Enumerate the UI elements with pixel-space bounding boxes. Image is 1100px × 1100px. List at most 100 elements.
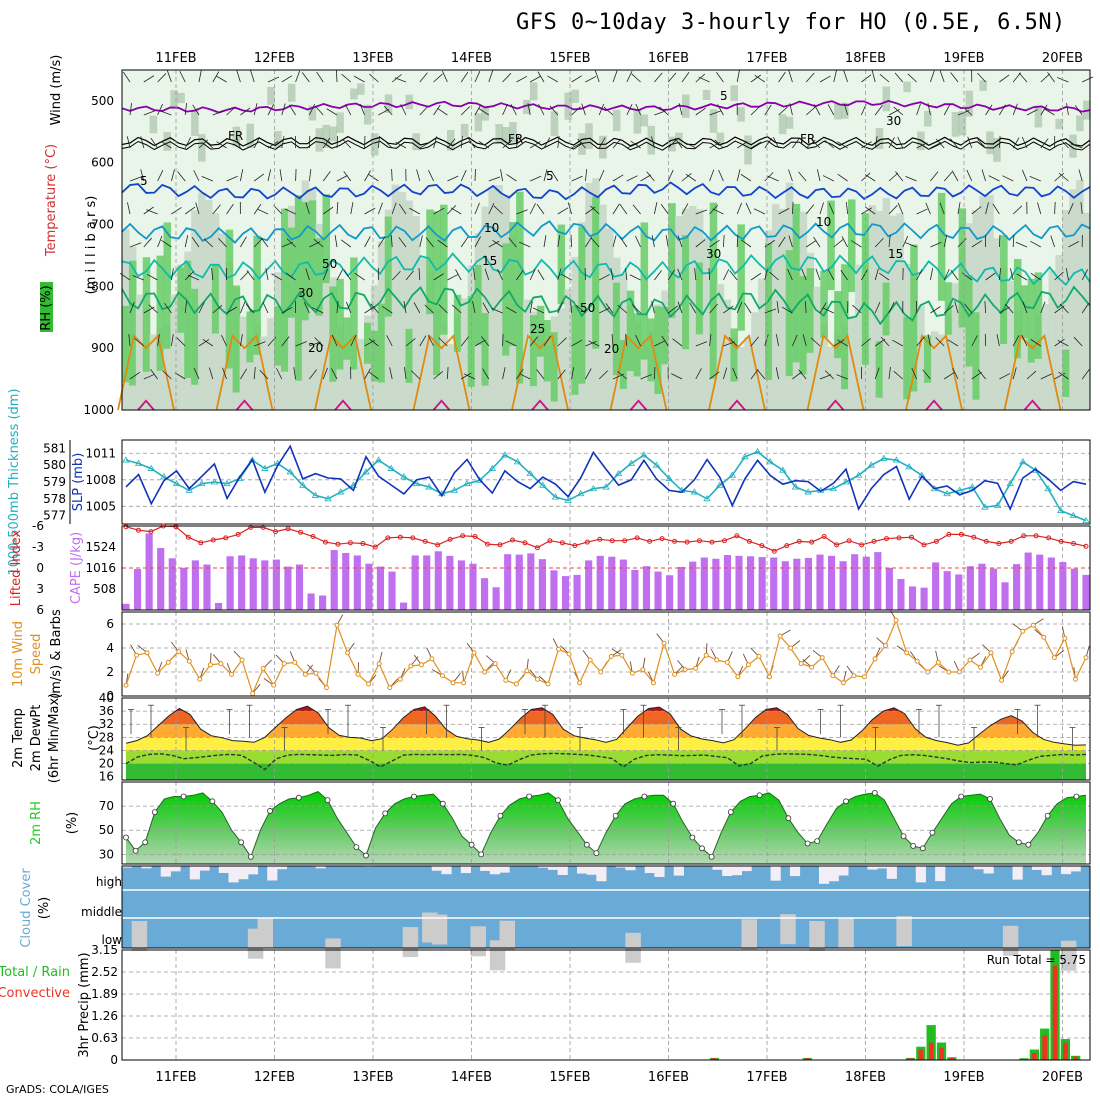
wind-barb <box>892 339 903 347</box>
cape-bar <box>1001 582 1009 610</box>
wind-barb <box>792 371 803 380</box>
wind-barb <box>988 175 1000 182</box>
lifted-index-point <box>684 539 690 545</box>
rh-shade-mid <box>986 195 994 410</box>
wind-speed-point <box>830 673 836 679</box>
high-cloud-gap <box>557 866 568 875</box>
wind-barb <box>516 136 519 149</box>
lifted-index-point <box>123 524 129 530</box>
rh-shade-green <box>619 340 628 389</box>
rh-shade-dark <box>370 133 379 156</box>
precip-conv-bar <box>928 1042 934 1060</box>
wind-barb <box>1068 202 1074 215</box>
wind-barb <box>478 108 490 116</box>
rh-shade-green <box>516 191 524 384</box>
wind-speed-point <box>756 653 762 659</box>
wind-barb <box>240 271 249 281</box>
lifted-index-point <box>933 538 939 544</box>
wind-barb <box>981 169 986 182</box>
high-cloud-gap <box>189 866 200 880</box>
wind-barb <box>340 239 352 248</box>
cape-bar <box>666 575 674 610</box>
wind-barb <box>474 339 486 347</box>
wind-barb <box>723 234 725 248</box>
rh-point <box>670 800 677 807</box>
lifted-index-point <box>460 533 466 539</box>
rh-shade-dark <box>350 88 358 100</box>
wind-barb <box>947 339 959 347</box>
wind-barb <box>226 306 238 314</box>
wind-barb <box>403 301 407 314</box>
high-cloud-gap <box>877 866 888 869</box>
wind-barb <box>659 106 669 116</box>
thickness-point <box>741 453 749 460</box>
cape-bar <box>284 566 292 610</box>
wind-barb <box>322 206 334 215</box>
cape-bar <box>747 556 755 610</box>
rh-shade-dark <box>149 115 158 134</box>
wind-barb <box>516 209 528 215</box>
wind-barb <box>1066 103 1069 116</box>
high-cloud-gap <box>267 866 278 881</box>
wind-speed-point <box>703 652 709 658</box>
wind-barb <box>902 235 909 248</box>
wind-barb <box>202 338 214 347</box>
rh-shade-green <box>557 224 566 305</box>
wind-barb <box>1040 138 1049 149</box>
wind-barb <box>599 307 611 314</box>
rh-shade-green <box>467 296 476 387</box>
wind-barb <box>212 71 220 83</box>
rh-point <box>478 851 485 858</box>
wind-barb <box>984 300 986 314</box>
rh-shade-green <box>924 335 932 383</box>
wind-barb <box>529 301 533 314</box>
cape-bar <box>469 563 477 610</box>
wind-barb <box>789 103 793 116</box>
wind-barb <box>398 237 407 248</box>
wind-barb <box>966 169 973 182</box>
high-cloud-gap <box>199 866 210 871</box>
rh-shade-mid <box>350 342 358 410</box>
wind-barb <box>874 105 883 116</box>
wind-barb <box>301 72 310 83</box>
wind-barb <box>709 371 720 380</box>
cape-bar <box>561 576 570 610</box>
wind-barb <box>481 336 490 347</box>
wind-barb <box>419 105 429 116</box>
wind-barb <box>474 236 481 248</box>
wind-barb <box>126 136 131 149</box>
wind-barb <box>723 305 734 314</box>
wind-barb <box>943 305 954 314</box>
wind-barb <box>827 269 835 281</box>
wind-barb <box>398 203 407 215</box>
wind-barb <box>801 268 807 281</box>
wind-barb <box>824 370 835 380</box>
rh-shade-dark <box>287 83 296 102</box>
wind-barb <box>502 139 513 149</box>
wind-barb <box>557 207 569 215</box>
lifted-index-point <box>983 538 989 544</box>
wind-barb <box>1012 137 1020 149</box>
wind-barb <box>279 169 283 182</box>
rh-tick-label: 30 <box>99 847 114 861</box>
rh-point <box>295 794 302 801</box>
wind-barb <box>677 268 683 281</box>
wind-barb <box>612 203 620 215</box>
wind-barb <box>383 139 393 149</box>
cape-bar <box>319 595 327 610</box>
wind-barb <box>353 75 365 83</box>
wind-barb <box>893 370 904 380</box>
rh-shade-mid <box>204 199 213 410</box>
wind-barb <box>425 237 434 248</box>
wind-barb <box>598 370 609 380</box>
wind-barb <box>992 203 1000 215</box>
high-cloud-gap <box>276 866 288 870</box>
wind10m-panel: 0 2 4 6 10m Wind Speed (m/s) & Barbs <box>11 609 1091 703</box>
wind-barb <box>463 373 476 380</box>
wind-barb <box>999 373 1011 380</box>
wind-barb <box>717 104 724 116</box>
wind-barb <box>240 368 248 380</box>
wind-barb <box>1068 241 1080 248</box>
rh-point <box>1044 812 1051 819</box>
wind-barb <box>331 334 338 347</box>
